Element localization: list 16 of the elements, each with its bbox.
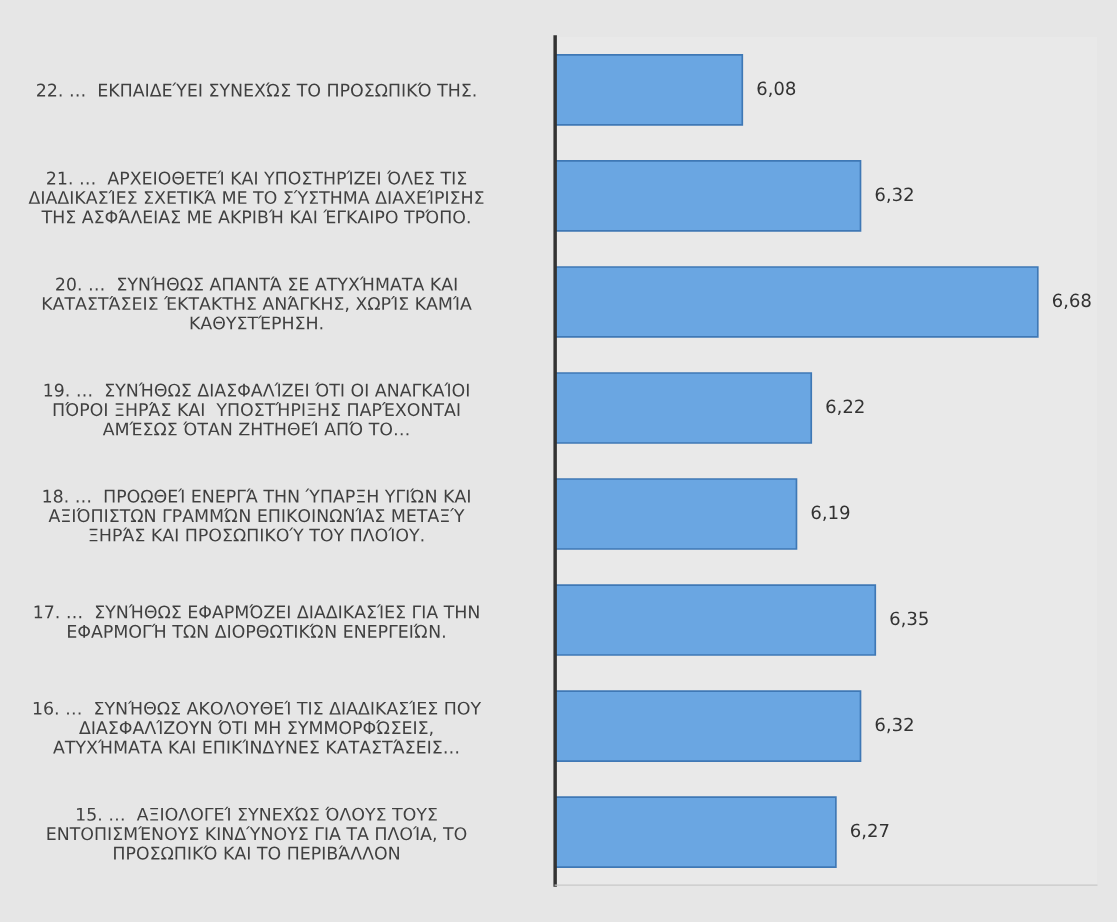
y-tick-label: 19. … ΣΥΝΉΘΩΣ ΔΙΑΣΦΑΛΊΖΕΙ ΌΤΙ ΟΙ ΑΝΑΓΚΑΊΟΙ ΠΌΡΟΙ ΞΗΡΆΣ ΚΑΙ ΥΠΟΣΤΉΡΙΞΗΣ ΠΑΡΈΧΟΝΤΑΙ ΑΜΈΣΩΣ ΌΤΑΝ ΖΗΤΗΘΕΊ ΑΠΌ ΤΟ… <box>44 382 469 436</box>
y-tick-label: 16. … ΣΥΝΉΘΩΣ ΑΚΟΛΟΥΘΕΊ ΤΙΣ ΔΙΑΔΙΚΑΣΊΕΣ ΠΟΥ ΔΙΑΣΦΑΛΊΖΟΥΝ ΌΤΙ ΜΗ ΣΥΜΜΟΡΦΏΣΕΙΣ, ΑΤΥΧΉΜΑΤΑ ΚΑΙ ΕΠΙΚΊΝΔΥΝΕΣ ΚΑΤΑΣΤΆΣΕΙΣ… <box>33 700 482 754</box>
data-label: 6,22 <box>826 399 864 416</box>
data-label: 6,32 <box>875 187 913 204</box>
data-label: 6,27 <box>851 823 889 840</box>
y-tick-label: 18. … ΠΡΟΩΘΕΊ ΕΝΕΡΓΆ ΤΗΝ ΎΠΑΡΞΗ ΥΓΙΏΝ ΚΑΙ ΑΞΙΌΠΙΣΤΩΝ ΓΡΑΜΜΏΝ ΕΠΙΚΟΙΝΩΝΊΑΣ ΜΕΤΑΞΎ ΞΗΡΆΣ ΚΑΙ ΠΡΟΣΩΠΙΚΟΎ ΤΟΥ ΠΛΟΊΟΥ. <box>43 488 470 542</box>
y-tick-label: 22. … ΕΚΠΑΙΔΕΎΕΙ ΣΥΝΕΧΏΣ ΤΟ ΠΡΟΣΩΠΙΚΌ ΤΗΣ. <box>37 82 476 97</box>
y-tick-label: 20. … ΣΥΝΉΘΩΣ ΑΠΑΝΤΆ ΣΕ ΑΤΥΧΉΜΑΤΑ ΚΑΙ ΚΑΤΑΣΤΆΣΕΙΣ ΈΚΤΑΚΤΗΣ ΑΝΆΓΚΗΣ, ΧΩΡΊΣ ΚΑΜΊΑ ΚΑΘΥΣΤΈΡΗΣΗ. <box>42 276 472 330</box>
data-label: 6,08 <box>757 81 796 97</box>
y-tick-label: 17. … ΣΥΝΉΘΩΣ ΕΦΑΡΜΌΖΕΙ ΔΙΑΔΙΚΑΣΊΕΣ ΓΙΑ ΤΗΝ ΕΦΑΡΜΟΓΉ ΤΩΝ ΔΙΟΡΘΩΤΙΚΏΝ ΕΝΕΡΓΕΙΏΝ. <box>34 604 479 638</box>
y-tick-label: 21. … ΑΡΧΕΙΟΘΕΤΕΊ ΚΑΙ ΥΠΟΣΤΗΡΊΖΕΙ ΌΛΕΣ ΤΙΣ ΔΙΑΔΙΚΑΣΊΕΣ ΣΧΕΤΙΚΆ ΜΕ ΤΟ ΣΎΣΤΗΜΑ ΔΙΑΧΕΊΡΙΣΗΣ ΤΗΣ ΑΣΦΆΛΕΙΑΣ ΜΕ ΑΚΡΙΒΉ ΚΑΙ ΈΓΚΑΙΡΟ ΤΡΌΠΟ. <box>28 170 484 224</box>
data-label: 6,68 <box>1052 293 1091 310</box>
data-label: 6,32 <box>875 717 913 734</box>
y-tick-label: 15. … ΑΞΙΟΛΟΓΕΊ ΣΥΝΕΧΏΣ ΌΛΟΥΣ ΤΟΥΣ ΕΝΤΟΠΙΣΜΈΝΟΥΣ ΚΙΝΔΎΝΟΥΣ ΓΙΑ ΤΑ ΠΛΟΊΑ, ΤΟ ΠΡΟΣΩΠΙΚΌ ΚΑΙ ΤΟ ΠΕΡΙΒΆΛΛΟΝ <box>47 806 467 860</box>
data-label: 6,19 <box>811 505 850 522</box>
data-label: 6,35 <box>890 611 928 628</box>
